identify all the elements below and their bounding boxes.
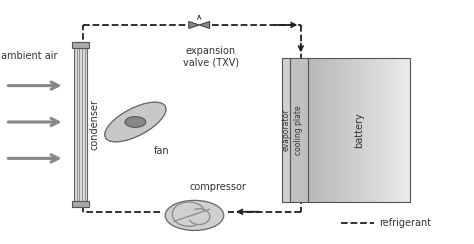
Text: compressor: compressor [190, 182, 246, 192]
Text: refrigerant: refrigerant [379, 218, 431, 228]
Bar [325, 58, 328, 202]
Bar [396, 58, 400, 202]
Bar [365, 58, 369, 202]
Bar [308, 58, 312, 202]
Bar [403, 58, 407, 202]
Ellipse shape [105, 102, 166, 142]
Ellipse shape [105, 102, 166, 142]
Bar [328, 58, 332, 202]
Bar [392, 58, 396, 202]
Bar [389, 58, 393, 202]
Polygon shape [189, 21, 199, 28]
Bar [379, 58, 383, 202]
Bar [348, 58, 352, 202]
Bar [338, 58, 342, 202]
Text: battery: battery [354, 112, 364, 148]
Bar [318, 58, 322, 202]
Bar [311, 58, 315, 202]
Bar [342, 58, 346, 202]
Bar [315, 58, 319, 202]
Text: condenser: condenser [89, 99, 99, 150]
Bar [283, 58, 290, 202]
Bar [332, 58, 336, 202]
Bar [356, 58, 359, 202]
Bar [369, 58, 373, 202]
Text: expansion
valve (TXV): expansion valve (TXV) [183, 46, 239, 67]
Bar [362, 58, 366, 202]
Circle shape [165, 200, 224, 230]
Bar [335, 58, 339, 202]
Bar [345, 58, 349, 202]
Bar [406, 58, 410, 202]
Bar [375, 58, 380, 202]
Text: fan: fan [154, 146, 169, 156]
Text: cooling plate: cooling plate [294, 105, 303, 155]
Bar [72, 201, 89, 207]
Bar [72, 42, 89, 48]
Bar [321, 58, 325, 202]
Bar [359, 58, 363, 202]
Bar [290, 58, 308, 202]
Text: evaporator: evaporator [282, 109, 291, 151]
Bar [372, 58, 376, 202]
Polygon shape [199, 21, 210, 28]
Bar [399, 58, 403, 202]
Circle shape [125, 117, 146, 127]
Bar [352, 58, 356, 202]
Bar [386, 58, 390, 202]
Text: ambient air: ambient air [0, 51, 57, 61]
Bar [74, 42, 87, 207]
Bar [383, 58, 386, 202]
Bar [308, 58, 410, 202]
